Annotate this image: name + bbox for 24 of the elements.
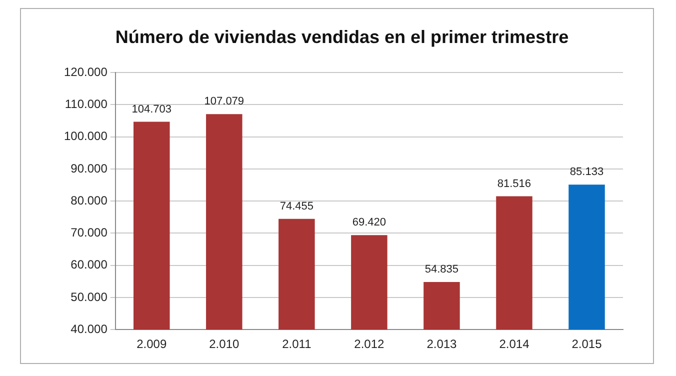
x-tick-label: 2.011 [282, 337, 312, 352]
data-label: 54.835 [424, 263, 459, 276]
y-tick-label: 60.000 [70, 258, 108, 272]
x-tick-label: 2.010 [209, 337, 240, 352]
chart-title: Número de viviendas vendidas en el primer trimestre [115, 26, 569, 47]
x-tick-label: 2.012 [354, 337, 385, 352]
y-tick-label: 100.000 [64, 129, 108, 144]
x-tick-label: 2.014 [499, 337, 530, 352]
y-tick-label: 120.000 [64, 64, 108, 79]
y-tick-label: 70.000 [70, 226, 108, 240]
data-label: 85.133 [570, 166, 604, 178]
x-tick-label: 2.009 [136, 337, 167, 352]
data-label: 74.455 [280, 200, 314, 212]
y-tick-label: 50.000 [70, 290, 108, 304]
y-tick-label: 80.000 [70, 193, 108, 208]
data-label: 69.420 [352, 216, 386, 229]
x-tick-label: 2.013 [426, 337, 458, 352]
x-tick-label: 2.015 [572, 337, 602, 352]
y-tick-label: 40.000 [70, 322, 108, 336]
data-label: 104.703 [132, 103, 172, 116]
data-label: 81.516 [497, 178, 532, 190]
data-label: 107.079 [204, 96, 244, 108]
y-tick-label: 110.000 [64, 97, 108, 112]
y-tick-label: 90.000 [70, 161, 108, 176]
